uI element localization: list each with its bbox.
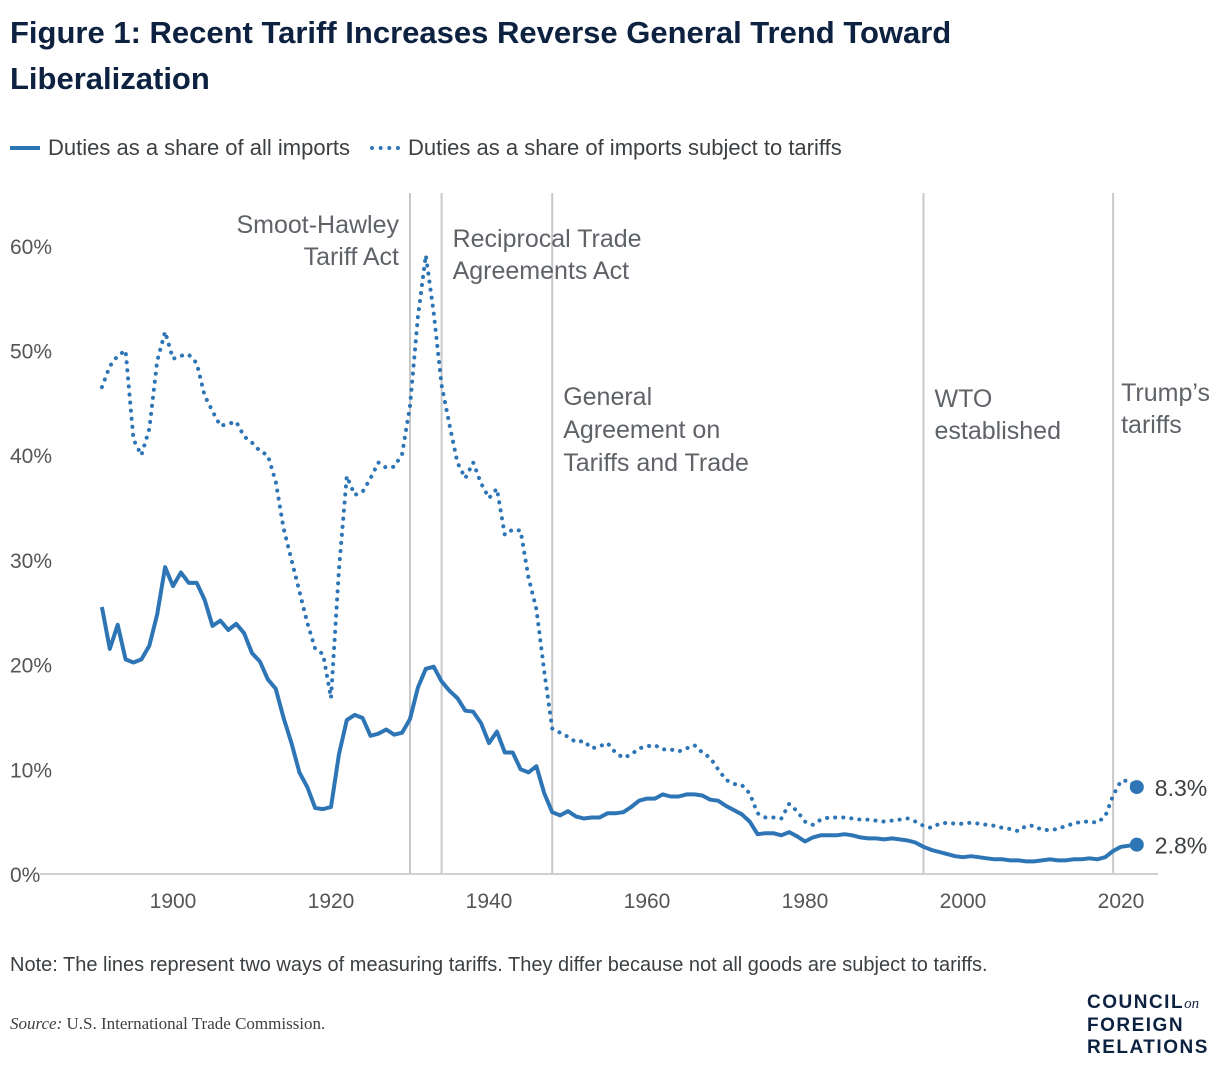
x-tick-label: 1920	[308, 890, 355, 913]
legend-swatch-dotted	[370, 146, 401, 150]
annotation-label: Agreement on	[563, 416, 720, 444]
logo-line: COUNCIL	[1087, 992, 1185, 1013]
logo-line: FOREIGN	[1087, 1015, 1185, 1036]
x-tick-label: 1980	[782, 890, 829, 913]
y-tick-label: 50%	[10, 341, 52, 364]
legend-label: Duties as a share of imports subject to …	[408, 135, 842, 160]
y-tick-label: 20%	[10, 655, 52, 678]
annotation-label: General	[563, 383, 652, 411]
logo-line: RELATIONS	[1087, 1037, 1209, 1058]
chart-title: Figure 1: Recent Tariff Increases Revers…	[10, 15, 952, 96]
series-line-all-imports	[99, 565, 1138, 864]
annotation-label: Tariff Act	[304, 243, 399, 271]
source-text: U.S. International Trade Commission.	[66, 1014, 326, 1033]
legend-label: Duties as a share of all imports	[48, 135, 351, 160]
end-marker	[1129, 837, 1144, 852]
x-tick-label: 2020	[1098, 890, 1145, 913]
series-line-tariffed-imports	[99, 253, 1139, 834]
legend: Duties as a share of all imports Duties …	[10, 135, 862, 161]
x-tick-label: 1960	[624, 890, 671, 913]
end-marker	[1129, 780, 1144, 795]
x-tick-label: 1940	[466, 890, 513, 913]
x-tick-label: 1900	[150, 890, 197, 913]
annotation-label: WTO	[935, 385, 993, 413]
end-label: 8.3%	[1155, 775, 1207, 801]
cfr-logo: COUNCILon FOREIGN RELATIONS	[1087, 992, 1209, 1059]
annotation-label: Agreements Act	[453, 257, 630, 285]
source: Source: U.S. International Trade Commiss…	[10, 1014, 325, 1034]
y-tick-label: 10%	[10, 759, 52, 782]
y-tick-label: 30%	[10, 550, 52, 573]
annotation-label: Smoot-Hawley	[236, 211, 399, 239]
legend-item-all-imports: Duties as a share of all imports	[10, 135, 350, 161]
y-tick-label: 40%	[10, 445, 52, 468]
annotation-label: Tariffs and Trade	[563, 449, 749, 477]
logo-on: on	[1184, 996, 1200, 1012]
annotation-label: Reciprocal Trade	[453, 225, 642, 253]
end-label: 2.8%	[1155, 833, 1207, 859]
note: Note: The lines represent two ways of me…	[10, 954, 988, 976]
legend-swatch-solid	[10, 146, 40, 150]
y-tick-label: 60%	[10, 236, 52, 259]
legend-item-tariffed-imports: Duties as a share of imports subject to …	[370, 135, 842, 161]
annotation-label: Trump’s	[1121, 379, 1210, 407]
annotation-label: established	[935, 417, 1061, 445]
annotation-label: tariffs	[1121, 411, 1182, 439]
source-label: Source:	[10, 1014, 63, 1033]
x-tick-label: 2000	[940, 890, 987, 913]
y-tick-label: 0%	[10, 864, 40, 887]
